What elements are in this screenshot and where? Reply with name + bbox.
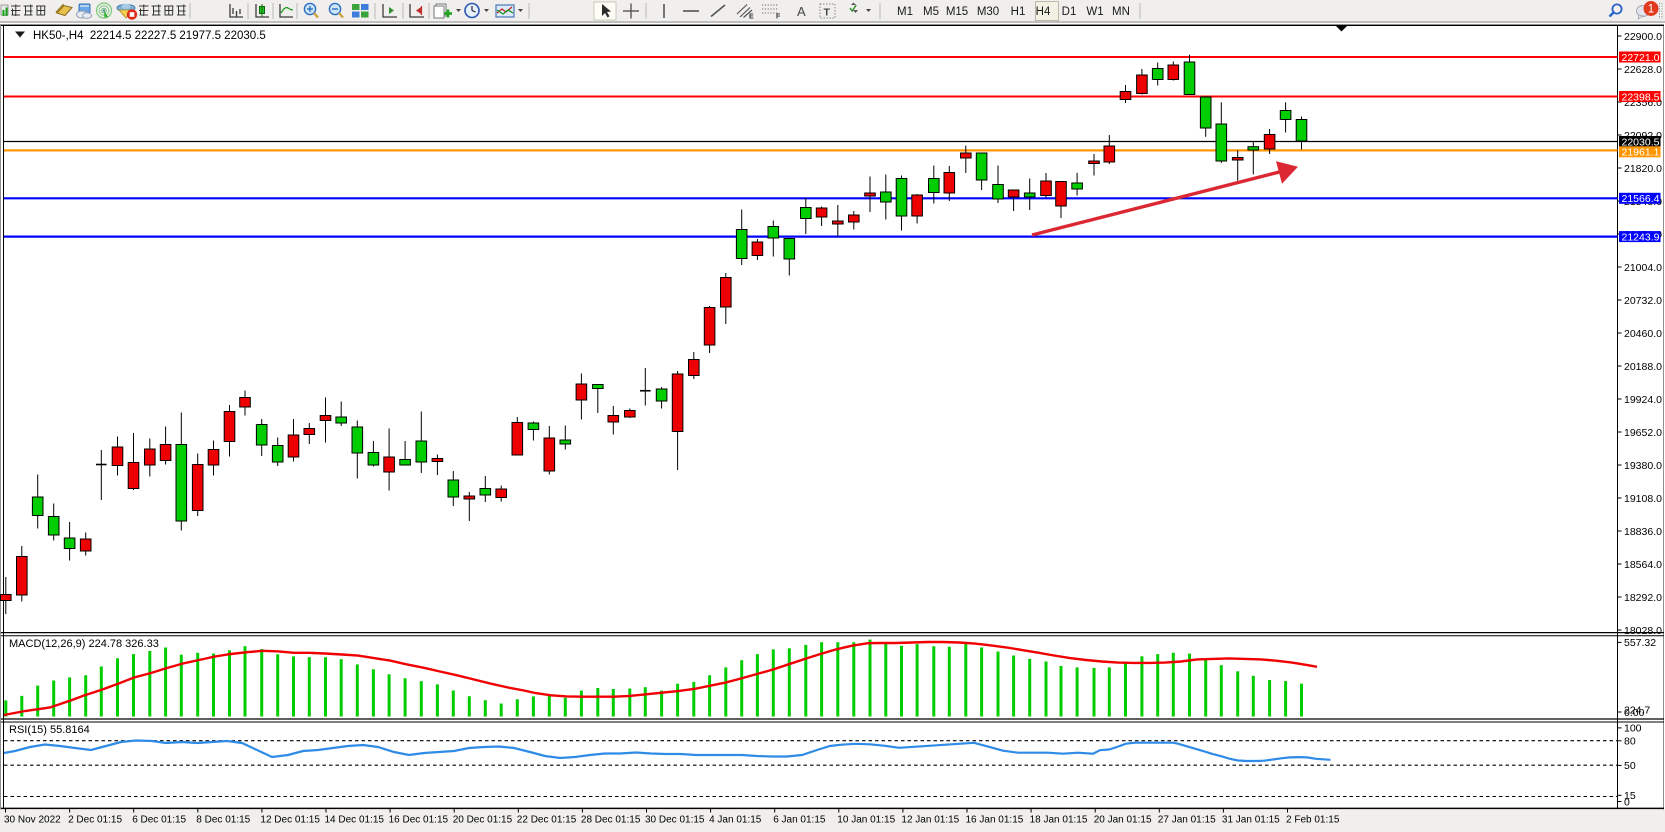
svg-text:1: 1 xyxy=(1648,4,1654,16)
svg-text:W1: W1 xyxy=(1086,6,1103,18)
svg-text:27 Jan 01:15: 27 Jan 01:15 xyxy=(1158,815,1216,826)
svg-text:30 Dec 01:15: 30 Dec 01:15 xyxy=(645,815,705,826)
svg-text:D1: D1 xyxy=(1062,6,1077,18)
svg-text:224.7: 224.7 xyxy=(1624,705,1650,717)
svg-text:18564.0: 18564.0 xyxy=(1624,559,1662,571)
svg-text:2 Feb 01:15: 2 Feb 01:15 xyxy=(1286,815,1340,826)
svg-text:21243.9: 21243.9 xyxy=(1622,232,1660,244)
svg-text:0: 0 xyxy=(1624,796,1630,808)
svg-text:22721.0: 22721.0 xyxy=(1622,52,1660,64)
svg-text:T: T xyxy=(824,7,831,19)
svg-text:F: F xyxy=(776,14,781,21)
svg-text:31 Jan 01:15: 31 Jan 01:15 xyxy=(1222,815,1280,826)
svg-text:20 Dec 01:15: 20 Dec 01:15 xyxy=(453,815,513,826)
svg-text:80: 80 xyxy=(1624,736,1636,748)
svg-text:100: 100 xyxy=(1624,723,1642,735)
svg-text:RSI(15) 55.8164: RSI(15) 55.8164 xyxy=(9,724,90,736)
svg-text:0.00: 0.00 xyxy=(1624,707,1645,719)
svg-text:30 Nov 2022: 30 Nov 2022 xyxy=(4,815,61,826)
svg-text:6 Jan 01:15: 6 Jan 01:15 xyxy=(773,815,826,826)
svg-text:MN: MN xyxy=(1112,6,1130,18)
svg-text:12 Dec 01:15: 12 Dec 01:15 xyxy=(260,815,320,826)
svg-text:10 Jan 01:15: 10 Jan 01:15 xyxy=(837,815,895,826)
svg-text:19380.0: 19380.0 xyxy=(1624,460,1662,472)
svg-text:21566.4: 21566.4 xyxy=(1622,193,1660,205)
svg-text:HK50-,H4 22214.5 22227.5 2197: HK50-,H4 22214.5 22227.5 21977.5 22030.5 xyxy=(33,30,266,42)
svg-text:21961.1: 21961.1 xyxy=(1622,147,1660,159)
svg-text:H4: H4 xyxy=(1036,6,1051,18)
svg-text:15: 15 xyxy=(1624,790,1636,802)
svg-text:M5: M5 xyxy=(923,6,939,18)
svg-text:14 Dec 01:15: 14 Dec 01:15 xyxy=(325,815,385,826)
svg-text:22628.0: 22628.0 xyxy=(1624,64,1662,76)
svg-text:21820.0: 21820.0 xyxy=(1624,163,1662,175)
svg-text:19652.0: 19652.0 xyxy=(1624,427,1662,439)
svg-text:6 Dec 01:15: 6 Dec 01:15 xyxy=(132,815,186,826)
svg-text:22900.0: 22900.0 xyxy=(1624,31,1662,43)
svg-text:8 Dec 01:15: 8 Dec 01:15 xyxy=(196,815,250,826)
svg-text:20 Jan 01:15: 20 Jan 01:15 xyxy=(1094,815,1152,826)
svg-text:21004.0: 21004.0 xyxy=(1624,262,1662,274)
svg-text:MACD(12,26,9) 224.78 326.33: MACD(12,26,9) 224.78 326.33 xyxy=(9,638,159,650)
svg-text:2 Dec 01:15: 2 Dec 01:15 xyxy=(68,815,122,826)
svg-text:50: 50 xyxy=(1624,760,1636,772)
svg-text:20732.0: 20732.0 xyxy=(1624,295,1662,307)
svg-text:4 Jan 01:15: 4 Jan 01:15 xyxy=(709,815,762,826)
svg-text:16 Dec 01:15: 16 Dec 01:15 xyxy=(389,815,449,826)
svg-text:19108.0: 19108.0 xyxy=(1624,493,1662,505)
svg-text:M15: M15 xyxy=(946,6,968,18)
svg-text:22398.5: 22398.5 xyxy=(1622,91,1660,103)
svg-text:18 Jan 01:15: 18 Jan 01:15 xyxy=(1030,815,1088,826)
svg-text:22 Dec 01:15: 22 Dec 01:15 xyxy=(517,815,577,826)
svg-text:22030.5: 22030.5 xyxy=(1622,136,1660,148)
svg-text:20460.0: 20460.0 xyxy=(1624,328,1662,340)
svg-text:557.32: 557.32 xyxy=(1624,637,1656,649)
svg-text:16 Jan 01:15: 16 Jan 01:15 xyxy=(966,815,1024,826)
svg-text:M1: M1 xyxy=(897,6,913,18)
svg-text:19924.0: 19924.0 xyxy=(1624,394,1662,406)
svg-text:12 Jan 01:15: 12 Jan 01:15 xyxy=(901,815,959,826)
svg-text:18836.0: 18836.0 xyxy=(1624,526,1662,538)
svg-text:H1: H1 xyxy=(1011,6,1026,18)
svg-text:A: A xyxy=(797,4,806,19)
svg-text:18292.0: 18292.0 xyxy=(1624,592,1662,604)
svg-text:28 Dec 01:15: 28 Dec 01:15 xyxy=(581,815,641,826)
svg-text:18028.0: 18028.0 xyxy=(1624,625,1662,637)
svg-text:M30: M30 xyxy=(977,6,999,18)
svg-text:20188.0: 20188.0 xyxy=(1624,361,1662,373)
svg-text:E: E xyxy=(749,14,754,21)
